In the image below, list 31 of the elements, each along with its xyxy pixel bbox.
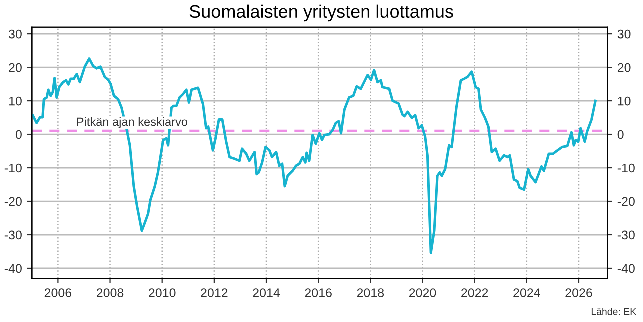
y-tick-label: 0	[16, 130, 22, 140]
ref-line-label: Pitkän ajan keskiarvo	[77, 118, 188, 129]
y2-tick-label: 20	[618, 63, 631, 72]
y2-tick-label: 10	[618, 96, 631, 106]
x-tick-label: 2024	[514, 288, 540, 298]
x-tick-label: 2008	[96, 288, 124, 298]
x-tick-label: 2026	[566, 288, 592, 298]
y-tick-label: -40	[4, 264, 22, 274]
x-tick-label: 2012	[201, 288, 228, 298]
y-tick-label: -30	[4, 230, 22, 240]
y-tick-label: -10	[4, 164, 22, 173]
y-tick-label: 30	[9, 30, 22, 39]
x-tick-label: 2014	[253, 288, 280, 298]
y2-tick-label: -30	[618, 230, 635, 240]
x-tick-label: 2010	[149, 288, 176, 298]
y2-tick-label: -10	[618, 164, 635, 173]
x-tick-label: 2016	[305, 288, 332, 298]
y2-tick-label: -40	[618, 264, 635, 274]
x-tick-label: 2020	[409, 288, 436, 298]
line-series	[32, 58, 597, 254]
y-tick-label: 10	[9, 96, 22, 106]
text: Lähde: EK	[592, 308, 636, 316]
x-tick-label: 2006	[44, 288, 72, 298]
chart-title: Suomalaisten yritysten luottamus	[190, 4, 454, 22]
y2-tick-label: 30	[618, 30, 631, 39]
y2-tick-label: 0	[618, 130, 624, 140]
y-tick-label: -20	[4, 197, 22, 206]
y-tick-label: 20	[9, 63, 22, 72]
y2-tick-label: -20	[618, 197, 635, 206]
x-tick-label: 2018	[357, 288, 384, 298]
x-tick-label: 2022	[462, 288, 488, 298]
